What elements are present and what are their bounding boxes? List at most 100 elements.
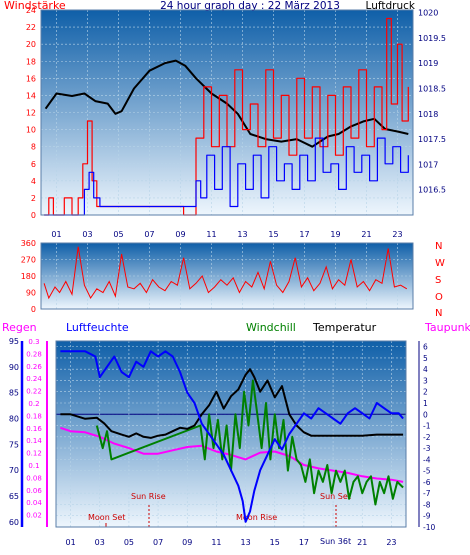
- y-left-tick-label: 10: [26, 126, 36, 135]
- y-rain-tick-label: 0.24: [26, 375, 42, 383]
- x-tick-label: 09: [182, 538, 192, 547]
- x-tick-label: 13: [240, 538, 250, 547]
- annotation-sun-rise: Sun Rise: [131, 492, 166, 501]
- y-temp-tick-label: -8: [423, 500, 431, 509]
- y-rain-tick-label: 0.16: [26, 425, 42, 433]
- legend-taupunkt: Taupunkt: [424, 321, 470, 334]
- y-temp-tick-label: 0: [423, 410, 428, 419]
- y-humidity-tick-label: 65: [9, 492, 19, 501]
- y-rain-tick-label: 0.12: [26, 450, 42, 458]
- direction-label: N: [435, 241, 442, 252]
- x-tick-label: 11: [206, 230, 216, 239]
- direction-label: O: [435, 292, 443, 303]
- y-right-tick-label: 1018.5: [418, 84, 446, 93]
- y-left-tick-label: 360: [21, 239, 36, 248]
- y-temp-tick-label: -2: [423, 433, 431, 442]
- y-rain-tick-label: 0.14: [26, 437, 42, 445]
- y-temp-tick-label: -9: [423, 512, 431, 521]
- direction-label: N: [435, 308, 442, 319]
- x-tick-label: 01: [51, 230, 61, 239]
- annotation-sun-36t: Sun 36t: [320, 537, 351, 546]
- x-tick-label: 21: [357, 538, 367, 547]
- y-left-tick-label: 12: [26, 109, 36, 118]
- y-right-tick-label: 1017.5: [418, 135, 446, 144]
- x-tick-label: 21: [361, 230, 371, 239]
- x-tick-label: 05: [113, 230, 123, 239]
- y-humidity-tick-label: 70: [9, 466, 19, 475]
- y-temp-tick-label: 3: [423, 376, 428, 385]
- series-line-temperatur: [60, 368, 404, 439]
- y-right-tick-label: 1018: [418, 110, 438, 119]
- y-temp-tick-label: 4: [423, 365, 428, 374]
- y-left-tick-label: 20: [26, 40, 36, 49]
- x-tick-label: 23: [392, 230, 402, 239]
- x-tick-label: 03: [95, 538, 105, 547]
- y-humidity-tick-label: 95: [9, 337, 19, 346]
- series-line-taupunkt: [60, 426, 404, 483]
- y-temp-tick-label: 1: [423, 399, 428, 408]
- series-line-blue: [44, 137, 409, 216]
- series-line-luftfeuchte: [60, 350, 404, 523]
- y-left-tick-label: 90: [26, 289, 36, 298]
- y-rain-tick-label: 0.18: [26, 412, 42, 420]
- y-left-tick-label: 24: [26, 6, 36, 15]
- series-line-red: [44, 17, 409, 216]
- y-humidity-tick-label: 80: [9, 415, 19, 424]
- y-left-tick-label: 16: [26, 74, 36, 83]
- x-tick-label: 23: [386, 538, 396, 547]
- x-tick-label: 07: [153, 538, 163, 547]
- y-right-tick-label: 1019: [418, 59, 438, 68]
- x-tick-label: 13: [237, 230, 247, 239]
- y-rain-tick-label: 0.3: [28, 338, 39, 346]
- y-left-tick-label: 6: [31, 160, 36, 169]
- y-rain-tick-label: 0.02: [26, 512, 42, 520]
- y-rain-tick-label: 0.04: [26, 499, 42, 507]
- y-temp-tick-label: 6: [423, 343, 428, 352]
- y-left-tick-label: 14: [26, 91, 36, 100]
- y-right-tick-label: 1020: [418, 9, 438, 18]
- x-tick-label: 11: [211, 538, 221, 547]
- axes-layer: 0246810121416182022241016.510171017.5101…: [9, 6, 446, 547]
- x-tick-label: 01: [65, 538, 75, 547]
- x-tick-label: 19: [330, 230, 340, 239]
- y-rain-tick-label: 0.1: [28, 462, 39, 470]
- x-tick-label: 05: [124, 538, 134, 547]
- y-left-tick-label: 22: [26, 23, 36, 32]
- y-right-tick-label: 1016.5: [418, 186, 446, 195]
- y-left-tick-label: 4: [31, 177, 36, 186]
- y-rain-tick-label: 0.08: [26, 474, 42, 482]
- legend-regen: Regen: [2, 321, 37, 334]
- y-rain-tick-label: 0.28: [26, 350, 42, 358]
- x-tick-label: 15: [270, 538, 280, 547]
- chart-title: 24 hour graph day : 22 März 2013: [160, 0, 340, 12]
- y-rain-tick-label: 0.26: [26, 363, 42, 371]
- y-temp-tick-label: -10: [423, 523, 435, 532]
- y-humidity-tick-label: 60: [9, 518, 19, 527]
- y-temp-tick-label: 5: [423, 354, 428, 363]
- annotation-moon-set: Moon Set: [88, 513, 125, 522]
- x-tick-label: 17: [299, 230, 309, 239]
- y-temp-tick-label: -1: [423, 422, 431, 431]
- y-humidity-tick-label: 90: [9, 363, 19, 372]
- y-left-tick-label: 2: [31, 194, 36, 203]
- panel-wind-pressure-frame: [40, 9, 414, 216]
- legend-windchill: Windchill: [246, 321, 296, 334]
- right-axis-label-luftdruck: Luftdruck: [366, 0, 416, 12]
- y-humidity-tick-label: 85: [9, 389, 19, 398]
- direction-label: W: [435, 258, 445, 269]
- y-temp-tick-label: -5: [423, 467, 431, 476]
- legend-temperatur: Temperatur: [312, 321, 377, 334]
- y-temp-tick-label: -7: [423, 489, 431, 498]
- direction-label: S: [435, 275, 441, 286]
- y-left-tick-label: 0: [31, 305, 36, 314]
- legend-luftfeuchte: Luftfeuchte: [66, 321, 129, 334]
- y-left-tick-label: 8: [31, 143, 36, 152]
- left-axis-label-windstaerke: Windstärke: [4, 0, 66, 12]
- panel-wind-direction-frame: [40, 242, 414, 310]
- x-tick-label: 17: [299, 538, 309, 547]
- annotation-sun-set: Sun Set: [320, 492, 351, 501]
- y-rain-tick-label: 0.2: [28, 400, 39, 408]
- x-tick-label: 15: [268, 230, 278, 239]
- y-temp-tick-label: 2: [423, 388, 428, 397]
